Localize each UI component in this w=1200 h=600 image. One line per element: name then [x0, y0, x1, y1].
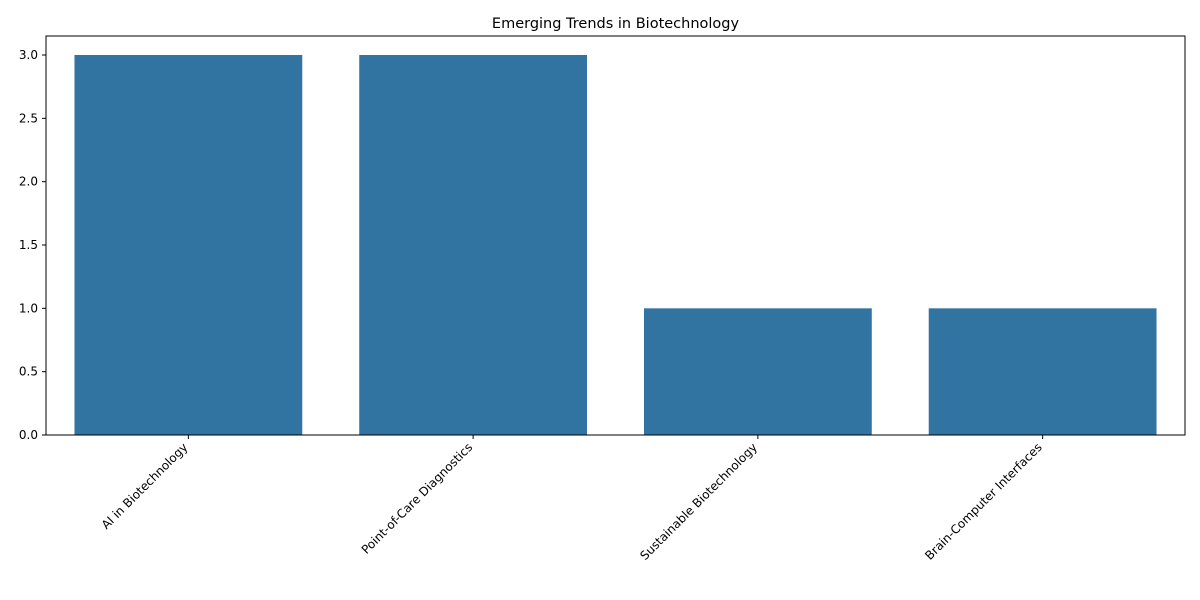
- bar-1: [74, 55, 303, 435]
- bar-4: [928, 308, 1157, 435]
- bar-3: [643, 308, 872, 435]
- bar-2: [359, 55, 588, 435]
- x-tick-label: Sustainable Biotechnology: [637, 440, 760, 563]
- y-tick-label: 1.5: [19, 238, 38, 252]
- bars-group: [74, 55, 1157, 435]
- x-tick-label: AI in Biotechnology: [99, 440, 191, 532]
- y-tick-label: 1.0: [19, 301, 38, 315]
- plot-frame: [45, 35, 1186, 436]
- chart-title: Emerging Trends in Biotechnology: [492, 16, 740, 32]
- y-tick-label: 2.5: [19, 111, 38, 125]
- y-tick-label: 3.0: [19, 48, 38, 62]
- y-tick-label: 0.5: [19, 365, 38, 379]
- y-tick-label: 2.0: [19, 175, 38, 189]
- y-tick-label: 0.0: [19, 428, 38, 442]
- x-axis: AI in Biotechnology Point-of-Care Diagnos…: [99, 435, 1045, 563]
- y-axis: 0.0 0.5 1.0 1.5 2.0 2.5 3.0: [19, 48, 46, 442]
- x-tick-label: Brain-Computer Interfaces: [922, 440, 1044, 562]
- x-tick-label: Point-of-Care Diagnostics: [359, 440, 476, 557]
